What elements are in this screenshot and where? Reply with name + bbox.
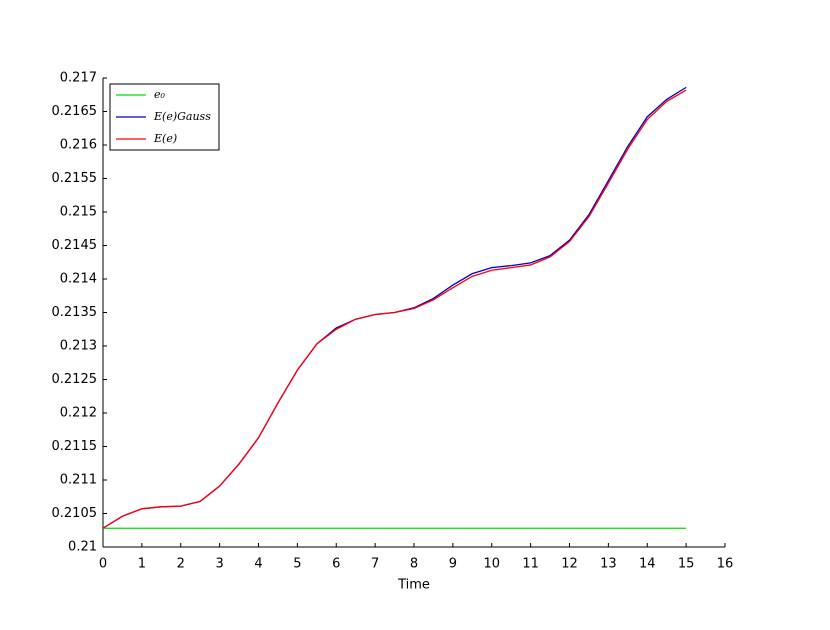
y-tick-label: 0.213 [60,339,97,354]
legend-label: E(e) [153,132,177,145]
legend-label: E(e)Gauss [153,110,211,123]
x-tick-label: 0 [99,557,107,572]
y-tick-label: 0.217 [60,71,97,86]
y-tick-label: 0.215 [60,205,97,220]
x-tick-label: 12 [561,557,578,572]
y-tick-label: 0.2165 [52,104,98,119]
y-tick-label: 0.2115 [52,439,98,454]
y-tick-label: 0.2105 [52,506,98,521]
x-tick-label: 16 [717,557,734,572]
y-tick-label: 0.216 [60,138,97,153]
x-tick-label: 6 [332,557,340,572]
y-tick-label: 0.212 [60,406,97,421]
x-tick-label: 5 [293,557,301,572]
x-axis-label: Time [397,578,430,593]
y-tick-label: 0.214 [60,272,97,287]
y-tick-label: 0.2145 [52,238,98,253]
x-tick-label: 11 [522,557,539,572]
x-tick-label: 9 [449,557,457,572]
x-tick-label: 4 [254,557,262,572]
line-series [102,89,687,529]
y-tick-label: 0.2135 [52,305,98,320]
x-tick-label: 10 [483,557,500,572]
x-tick-label: 1 [138,557,146,572]
y-tick-label: 0.2125 [52,372,98,387]
x-tick-label: 15 [678,557,695,572]
x-tick-label: 8 [410,557,418,572]
x-tick-label: 13 [600,557,617,572]
y-tick-label: 0.211 [60,473,97,488]
x-tick-label: 3 [215,557,223,572]
legend-label: e₀ [154,88,166,101]
x-tick-label: 7 [371,557,379,572]
y-tick-label: 0.2155 [52,171,98,186]
x-tick-label: 2 [177,557,185,572]
x-tick-label: 14 [639,557,656,572]
y-tick-label: 0.21 [68,540,97,555]
